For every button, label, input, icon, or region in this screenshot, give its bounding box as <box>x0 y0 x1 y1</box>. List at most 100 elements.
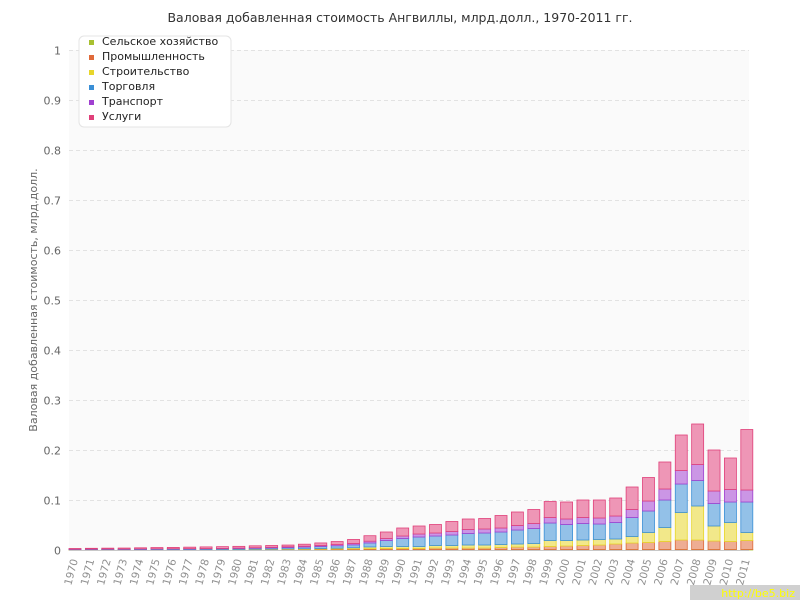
bar-segment <box>478 544 492 549</box>
bar-segment <box>347 539 360 544</box>
bar-segment <box>625 486 639 510</box>
bar-segment <box>724 541 737 550</box>
bar-segment <box>412 525 426 535</box>
bar-segment <box>625 542 639 550</box>
bar-segment <box>674 539 688 550</box>
bar-segment <box>543 517 557 524</box>
y-tick-label: 0.8 <box>44 145 62 158</box>
bar-segment <box>527 509 541 524</box>
bar-segment <box>527 523 541 529</box>
bar-segment <box>543 501 557 518</box>
bar-segment <box>707 525 721 542</box>
legend-entry[interactable]: Транспорт <box>101 95 164 108</box>
bar-segment <box>691 539 705 550</box>
y-tick-labels: 0 0.1 0.2 0.3 0.4 0.5 0.6 0.7 0.8 0.9 1 <box>44 45 62 558</box>
bar-segment <box>724 501 737 523</box>
bar-segment <box>560 524 573 541</box>
legend-entry[interactable]: Торговля <box>101 80 155 93</box>
legend-swatch <box>89 100 94 105</box>
bar-segment <box>576 539 590 546</box>
legend: Сельское хозяйство Промышленность Строител… <box>78 35 232 128</box>
bar-segment <box>379 531 393 539</box>
y-tick-label: 0.9 <box>44 95 62 108</box>
bar-segment <box>265 545 279 548</box>
legend-entry[interactable]: Сельское хозяйство <box>102 35 218 48</box>
legend-swatch <box>89 40 94 45</box>
watermark-text: http://be5.biz <box>721 587 795 600</box>
bar-segment <box>461 544 475 549</box>
bar-segment <box>609 538 623 545</box>
bar-segment <box>642 500 655 512</box>
bar-segment <box>609 543 623 550</box>
bar-segment <box>363 542 377 548</box>
bar-segment <box>314 542 328 546</box>
bar-segment <box>740 532 754 541</box>
bar-segment <box>625 536 639 544</box>
y-axis-label: Валовая добавленная стоимость, млрд.долл… <box>27 168 40 431</box>
bar-segment <box>117 547 131 550</box>
bar-segment <box>609 515 623 523</box>
bar-segment <box>347 544 360 549</box>
chart-title: Валовая добавленная стоимость Ангвиллы, … <box>167 10 632 25</box>
bar-segment <box>592 499 606 519</box>
bar-segment <box>527 543 541 548</box>
y-tick-label: 0.4 <box>44 345 62 358</box>
bar-segment <box>592 539 606 546</box>
bar-segment <box>461 518 475 530</box>
legend-entry[interactable]: Строительство <box>102 65 190 78</box>
bar-segment <box>642 542 655 550</box>
bar-segment <box>609 522 623 540</box>
y-tick-label: 0 <box>54 545 61 558</box>
bar-segment <box>330 541 344 545</box>
bar-segment <box>511 525 524 531</box>
bar-segment <box>429 535 442 546</box>
bar-segment <box>576 545 590 550</box>
y-tick-label: 0.2 <box>44 445 62 458</box>
bar-segment <box>216 546 229 549</box>
bar-segment <box>576 523 590 541</box>
bar-segment <box>592 517 606 525</box>
y-tick-label: 0.1 <box>44 495 62 508</box>
bar-segment <box>445 531 459 536</box>
y-tick-label: 0.6 <box>44 245 62 258</box>
bar-segment <box>429 532 442 537</box>
bar-segment <box>396 527 410 537</box>
bar-segment <box>658 488 672 501</box>
bar-segment <box>560 518 573 525</box>
bar-segment <box>658 499 672 528</box>
legend-entry[interactable]: Услуги <box>102 110 141 123</box>
bar-segment <box>724 489 737 503</box>
bar-segment <box>150 547 164 550</box>
bar-segment <box>68 548 82 550</box>
bar-segment <box>658 541 672 550</box>
y-tick-label: 0.3 <box>44 395 62 408</box>
bar-segment <box>642 477 655 502</box>
bars <box>68 423 754 551</box>
bar-segment <box>412 533 426 538</box>
bar-segment <box>592 544 606 550</box>
bar-segment <box>494 544 508 548</box>
bar-segment <box>248 545 262 549</box>
bar-segment <box>494 527 508 533</box>
bar-segment <box>707 449 721 492</box>
bar-segment <box>511 543 524 548</box>
bar-segment <box>609 497 623 517</box>
bar-segment <box>166 547 180 550</box>
bar-segment <box>691 464 705 481</box>
legend-swatch <box>89 70 94 75</box>
y-tick-label: 0.7 <box>44 195 62 208</box>
bar-segment <box>592 523 606 540</box>
bar-segment <box>396 538 410 547</box>
bar-segment <box>429 524 442 534</box>
bar-segment <box>101 547 115 550</box>
legend-swatch <box>89 85 94 90</box>
bar-segment <box>511 511 524 526</box>
bar-segment <box>412 536 426 547</box>
legend-entry[interactable]: Промышленность <box>102 50 205 63</box>
bar-segment <box>707 503 721 527</box>
bar-segment <box>576 499 590 518</box>
bar-segment <box>674 512 688 541</box>
bar-segment <box>445 534 459 546</box>
bar-segment <box>478 528 492 534</box>
bar-segment <box>183 546 197 550</box>
